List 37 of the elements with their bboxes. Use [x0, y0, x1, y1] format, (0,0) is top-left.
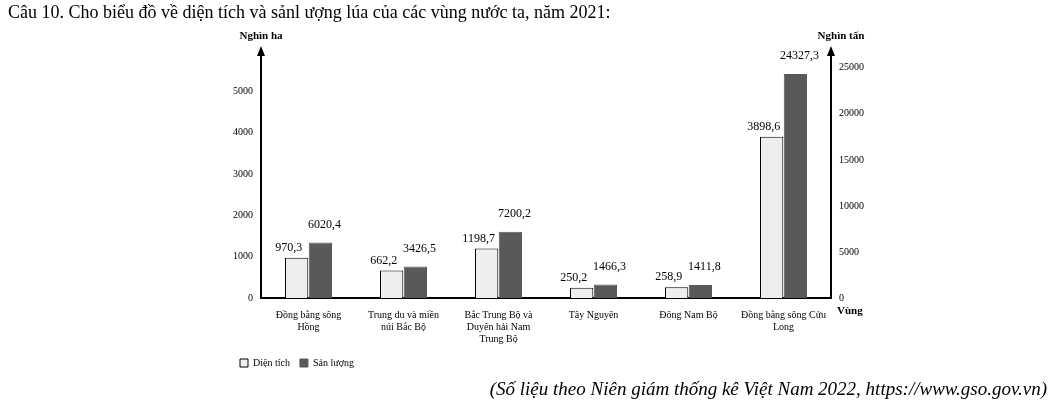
- chart-title: Câu 10. Cho biểu đồ về diện tích và sảnl ượng lúa của các vùng nước ta, năm 2021:: [8, 2, 611, 23]
- y-tick-label: 3000: [233, 167, 253, 179]
- data-label: 3898,6: [747, 118, 781, 133]
- data-label: 1466,3: [592, 258, 626, 273]
- data-label: 3426,5: [402, 240, 436, 255]
- data-label: 6020,4: [307, 216, 341, 231]
- x-tick-label: Đồng bằng sông Hồng: [275, 308, 342, 332]
- legend-label: Diện tích: [253, 356, 290, 368]
- data-label: 24327,3: [779, 48, 819, 63]
- x-tick-label: Trung du và miền núi Bắc Bộ: [367, 308, 440, 332]
- data-label: 258,9: [655, 269, 683, 284]
- x-tick-label: Đồng bằng sông Cửu Long: [740, 308, 827, 332]
- y2-tick-label: 5000: [839, 245, 859, 257]
- x-tick-label: Bắc Trung Bộ và Duyên hải Nam Trung Bộ: [464, 308, 534, 344]
- x-axis-title: Vùng: [837, 304, 864, 317]
- y-tick-label: 5000: [233, 84, 253, 96]
- y-tick-label: 4000: [233, 126, 253, 138]
- data-label: 662,2: [370, 252, 398, 267]
- y-axis-title: Nghìn ha: [239, 29, 284, 42]
- y2-tick-label: 20000: [839, 107, 864, 119]
- legend-label: Sản lượng: [312, 356, 354, 368]
- x-tick-label: Đông Nam Bộ: [659, 308, 718, 320]
- y2-tick-label: 15000: [839, 153, 864, 165]
- y-tick-label: 1000: [233, 250, 253, 262]
- y-tick-label: 0: [248, 291, 253, 303]
- y-tick-label: 2000: [233, 208, 253, 220]
- y2-axis-title: Nghìn tấn: [817, 29, 865, 42]
- x-tick-label: Tây Nguyên: [568, 308, 619, 320]
- data-label: 970,3: [275, 240, 303, 255]
- data-label: 250,2: [560, 269, 588, 284]
- data-label: 1198,7: [462, 230, 495, 245]
- y2-tick-label: 0: [839, 291, 844, 303]
- y2-tick-label: 10000: [839, 199, 864, 211]
- y2-tick-label: 25000: [839, 61, 864, 73]
- text: (Số liệu theo Niên giám thống kê Việt Nam 2022, https://www.gso.gov.vn): [489, 378, 1047, 400]
- data-label: 7200,2: [497, 205, 531, 220]
- data-label: 1411,8: [688, 259, 721, 274]
